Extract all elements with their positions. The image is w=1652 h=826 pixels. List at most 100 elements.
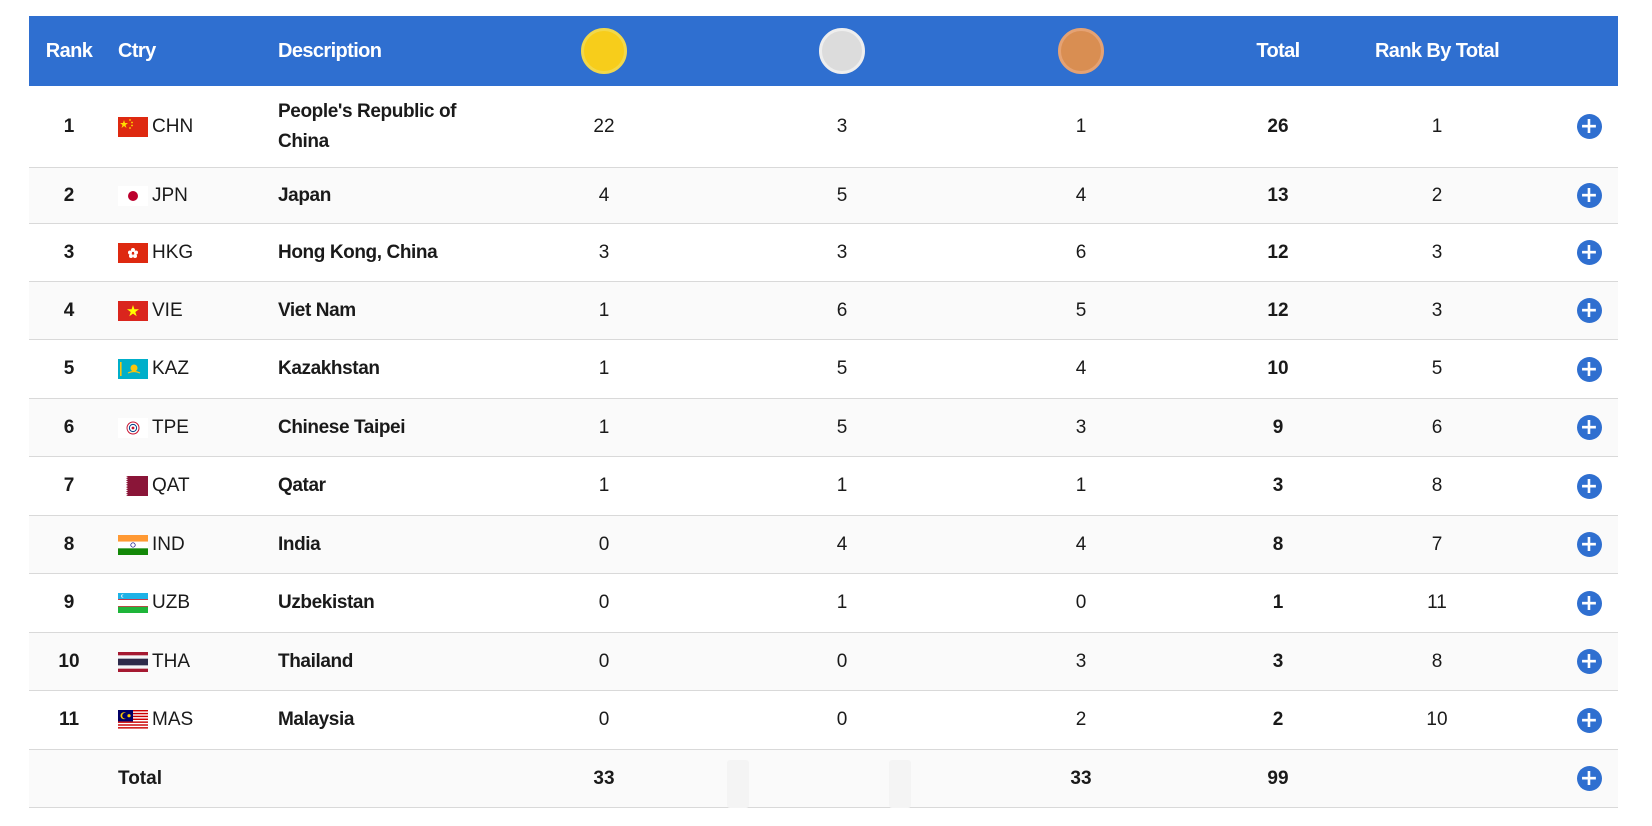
grand-total-count: 99 <box>1267 767 1289 789</box>
table-row: 2 JPN Japan 4 5 4 13 2 + <box>29 168 1618 224</box>
hong-kong-flag-icon <box>118 242 148 263</box>
table-row: 6 TPE Chinese Taipei 1 5 3 9 6 + <box>29 399 1618 457</box>
expand-row-button[interactable]: + <box>1576 240 1602 265</box>
rank-cell: 7 <box>63 475 75 496</box>
country-cell: IND <box>118 516 268 573</box>
country-cell: VIE <box>118 282 268 339</box>
total-count: 26 <box>1267 115 1289 137</box>
country-code: KAZ <box>152 358 189 379</box>
expand-row-button[interactable]: + <box>1576 649 1602 674</box>
expand-row-button[interactable]: + <box>1576 183 1602 208</box>
gold-count: 4 <box>598 184 610 206</box>
total-gold-count: 33 <box>593 767 615 789</box>
bronze-count: 3 <box>1075 416 1087 438</box>
country-description[interactable]: Malaysia <box>278 709 355 730</box>
expand-totals-button[interactable]: + <box>1576 766 1602 791</box>
rank-cell: 3 <box>63 241 75 263</box>
header-bronze[interactable] <box>1021 16 1141 86</box>
country-description[interactable]: Viet Nam <box>278 299 356 321</box>
country-description[interactable]: Thailand <box>278 650 353 672</box>
silver-count: 1 <box>836 592 848 613</box>
expand-row-button[interactable]: + <box>1576 590 1602 616</box>
gold-count: 0 <box>598 650 610 672</box>
country-cell: HKG <box>118 224 268 281</box>
gold-count: 1 <box>598 358 610 379</box>
table-row: 11 MAS Malaysia 0 0 2 2 10 + <box>29 691 1618 750</box>
expand-row-button[interactable]: + <box>1576 707 1602 733</box>
country-description[interactable]: Japan <box>278 184 331 206</box>
rank-by-total: 8 <box>1431 475 1443 496</box>
header-total[interactable]: Total <box>1256 39 1300 62</box>
japan-flag-icon <box>118 185 148 206</box>
gold-count: 0 <box>598 592 610 613</box>
gold-count: 1 <box>598 475 610 496</box>
header-gold[interactable] <box>544 16 664 86</box>
silver-count: 0 <box>836 709 848 730</box>
table-row: 3 HKG Hong Kong, China 3 3 6 12 3 + <box>29 224 1618 282</box>
country-code: TPE <box>152 416 189 438</box>
country-code: IND <box>152 533 185 555</box>
table-row: 1 CHN People's Republic of China 22 3 1 … <box>29 86 1618 168</box>
vietnam-flag-icon <box>118 300 148 321</box>
gold-count: 1 <box>598 299 610 321</box>
country-description[interactable]: Qatar <box>278 475 326 496</box>
total-count: 1 <box>1272 592 1284 613</box>
expand-row-button[interactable]: + <box>1576 298 1602 323</box>
rank-by-total: 10 <box>1426 709 1448 730</box>
country-cell: CHN <box>118 86 268 167</box>
table-row: 7 QAT Qatar 1 1 1 3 8 + <box>29 457 1618 516</box>
country-code: QAT <box>152 475 190 496</box>
totals-row: Total 33 33 99 + <box>29 750 1618 808</box>
total-count: 3 <box>1272 475 1284 496</box>
total-bronze-count: 33 <box>1070 767 1092 789</box>
gold-count: 0 <box>598 709 610 730</box>
rank-by-total: 5 <box>1431 358 1443 379</box>
expand-row-button[interactable]: + <box>1576 114 1602 139</box>
country-description[interactable]: India <box>278 533 321 555</box>
silver-count: 0 <box>836 650 848 672</box>
country-code: THA <box>152 650 190 672</box>
expand-row-button[interactable]: + <box>1576 532 1602 557</box>
silver-count: 5 <box>836 358 848 379</box>
bronze-count: 2 <box>1075 709 1087 730</box>
header-ctry[interactable]: Ctry <box>118 39 156 62</box>
bronze-count: 4 <box>1075 184 1087 206</box>
bronze-medal-icon <box>1058 28 1104 74</box>
silver-count: 3 <box>836 115 848 137</box>
rank-cell: 9 <box>63 592 75 613</box>
country-description[interactable]: Kazakhstan <box>278 358 380 379</box>
header-description[interactable]: Description <box>278 39 382 62</box>
country-description[interactable]: People's Republic of China <box>278 100 457 152</box>
expand-row-button[interactable]: + <box>1576 473 1602 499</box>
country-description[interactable]: Chinese Taipei <box>278 416 406 438</box>
medal-table: Rank Ctry Description Total Rank By Tota… <box>29 16 1618 808</box>
rank-by-total: 1 <box>1431 115 1443 137</box>
china-flag-icon <box>118 116 148 137</box>
country-cell: UZB <box>118 574 268 632</box>
bronze-count: 1 <box>1075 475 1087 496</box>
table-row: 5 KAZ Kazakhstan 1 5 4 10 5 + <box>29 340 1618 399</box>
expand-row-button[interactable]: + <box>1576 356 1602 382</box>
silver-count: 1 <box>836 475 848 496</box>
bronze-count: 5 <box>1075 299 1087 321</box>
thailand-flag-icon <box>118 651 148 672</box>
rank-by-total: 6 <box>1431 416 1443 438</box>
kazakhstan-flag-icon <box>118 359 148 379</box>
table-row: 9 UZB Uzbekistan 0 1 0 1 11 + <box>29 574 1618 633</box>
country-description[interactable]: Hong Kong, China <box>278 241 438 263</box>
country-description[interactable]: Uzbekistan <box>278 592 375 613</box>
header-silver[interactable] <box>782 16 902 86</box>
rank-cell: 1 <box>63 115 75 137</box>
gold-count: 0 <box>598 533 610 555</box>
header-rank[interactable]: Rank <box>45 39 93 62</box>
bronze-count: 6 <box>1075 241 1087 263</box>
header-rank-by-total[interactable]: Rank By Total <box>1374 39 1500 62</box>
country-cell: JPN <box>118 168 268 223</box>
bronze-count: 0 <box>1075 592 1087 613</box>
country-code: VIE <box>152 299 183 321</box>
rank-by-total: 2 <box>1431 184 1443 206</box>
expand-row-button[interactable]: + <box>1576 415 1602 440</box>
rank-cell: 2 <box>63 184 75 206</box>
country-cell: THA <box>118 633 268 690</box>
total-count: 3 <box>1272 650 1284 672</box>
